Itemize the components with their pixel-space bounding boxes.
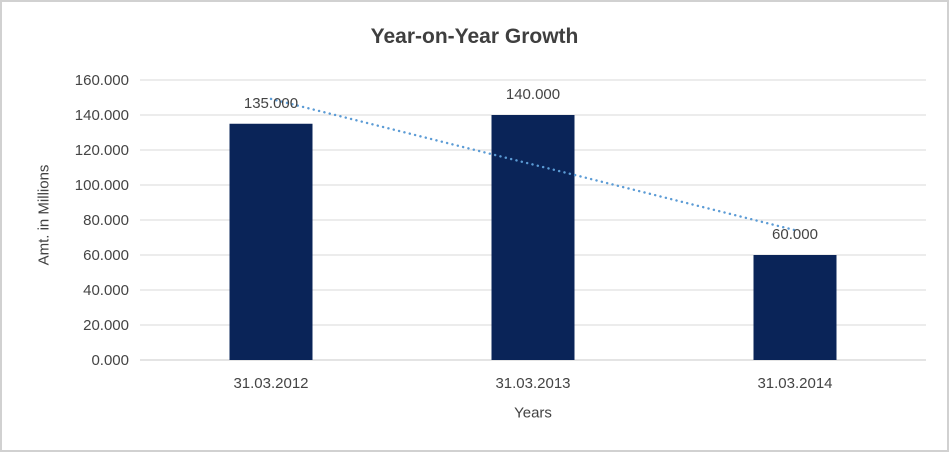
data-label-3: 60.000	[772, 226, 818, 243]
y-tick-label: 80.000	[83, 212, 129, 229]
y-tick-label: 60.000	[83, 247, 129, 264]
x-category-label-2: 31.03.2013	[495, 375, 570, 392]
x-axis-title: Years	[514, 404, 552, 422]
bar-series1-2	[491, 115, 575, 360]
y-tick-label: 160.000	[75, 72, 129, 89]
y-tick-label: 40.000	[83, 282, 129, 299]
y-tick-label: 0.000	[91, 352, 129, 369]
y-tick-label: 140.000	[75, 107, 129, 124]
data-label-1: 135.000	[244, 95, 298, 112]
bar-series1-1	[229, 123, 313, 360]
x-category-label-1: 31.03.2012	[233, 375, 308, 392]
y-tick-label: 120.000	[75, 142, 129, 159]
bar-series1-3	[753, 255, 837, 360]
y-tick-label: 20.000	[83, 317, 129, 334]
y-tick-label: 100.000	[75, 177, 129, 194]
data-label-2: 140.000	[506, 86, 560, 103]
chart-title: Year-on-Year Growth	[370, 25, 579, 48]
trendline	[269, 97, 797, 232]
x-category-label-3: 31.03.2014	[757, 375, 832, 392]
